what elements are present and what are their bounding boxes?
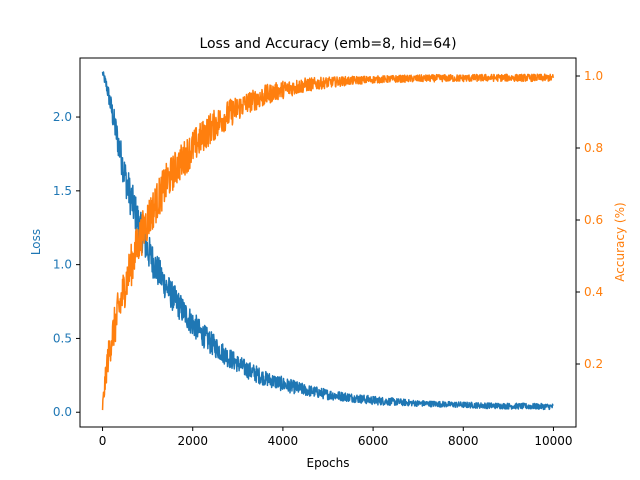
left-y-tick-label: 1.0 <box>53 258 72 272</box>
x-tick-label: 6000 <box>358 434 389 448</box>
x-axis-title: Epochs <box>307 456 350 470</box>
accuracy-line <box>101 73 555 411</box>
left-y-tick-label: 0.5 <box>53 331 72 345</box>
right-y-axis-title: Accuracy (%) <box>613 202 627 281</box>
x-axis: 0 2000 4000 6000 8000 10000 <box>99 427 573 448</box>
right-y-tick-label: 0.8 <box>584 141 603 155</box>
chart-title: Loss and Accuracy (emb=8, hid=64) <box>199 36 456 52</box>
plot-area <box>101 71 555 411</box>
right-y-tick-label: 1.0 <box>584 69 603 83</box>
left-y-tick-label: 0.0 <box>53 405 72 419</box>
x-tick-label: 8000 <box>448 434 479 448</box>
loss-line <box>101 71 554 411</box>
x-tick-label: 0 <box>99 434 107 448</box>
plot-frame <box>79 57 577 428</box>
right-y-tick-label: 0.6 <box>584 213 603 227</box>
left-y-tick-label: 2.0 <box>53 110 72 124</box>
accuracy-series <box>101 73 555 411</box>
loss-series <box>101 71 554 411</box>
right-y-tick-label: 0.4 <box>584 285 603 299</box>
x-tick-label: 10000 <box>534 434 572 448</box>
x-tick-label: 2000 <box>177 434 208 448</box>
right-y-tick-label: 0.2 <box>584 357 603 371</box>
left-y-axis-title: Loss <box>29 229 43 255</box>
right-y-axis: 0.2 0.4 0.6 0.8 1.0 <box>576 69 603 371</box>
left-y-tick-label: 1.5 <box>53 184 72 198</box>
left-y-axis: 0.0 0.5 1.0 1.5 2.0 <box>53 110 80 419</box>
x-tick-label: 4000 <box>268 434 299 448</box>
